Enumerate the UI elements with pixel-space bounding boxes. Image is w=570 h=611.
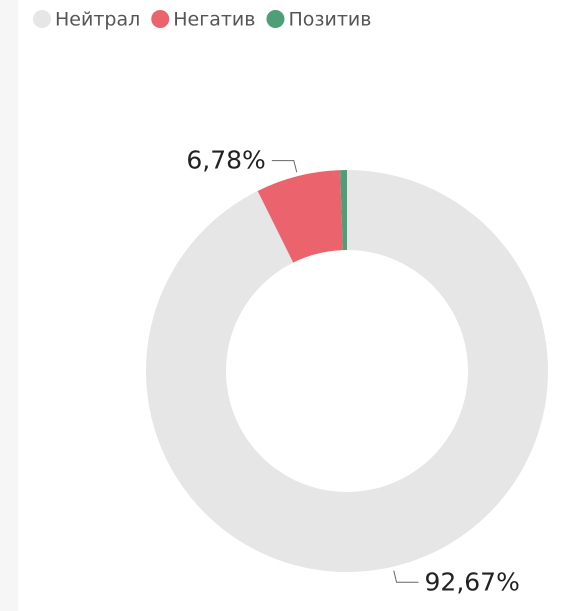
legend-label[interactable]: Позитив — [288, 9, 371, 31]
legend-marker[interactable] — [151, 10, 170, 28]
legend-marker[interactable] — [33, 10, 51, 28]
donut-slice — [257, 170, 343, 263]
side-strip — [0, 0, 18, 611]
donut-slice — [146, 170, 548, 572]
data-label: 6,78% — [186, 146, 265, 175]
data-label: 92,67% — [425, 567, 520, 596]
legend-label[interactable]: Нейтрал — [55, 9, 140, 31]
leader-line — [393, 570, 419, 583]
legend-marker[interactable] — [266, 10, 285, 28]
legend-label[interactable]: Негатив — [173, 9, 255, 31]
leader-line — [271, 160, 298, 173]
donut-slice — [340, 170, 347, 251]
